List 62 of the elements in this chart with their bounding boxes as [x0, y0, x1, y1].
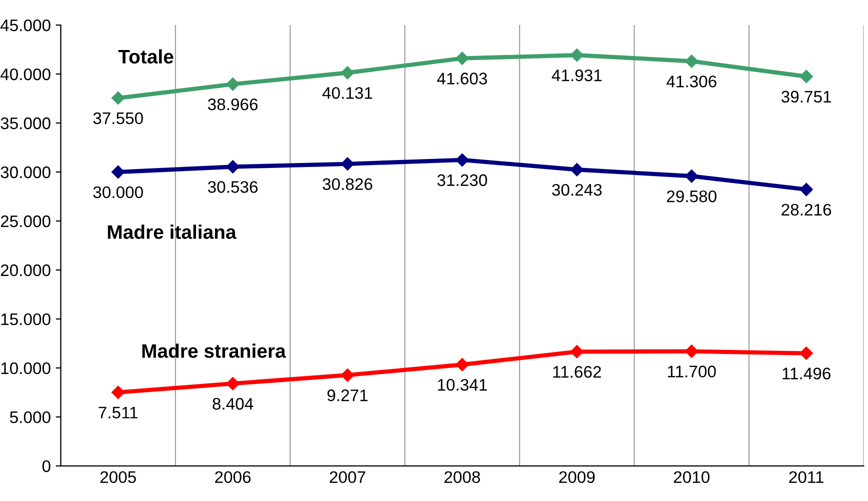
- y-tick-label: 15.000: [1, 313, 50, 326]
- data-label: 30.536: [208, 181, 258, 193]
- point: [456, 358, 469, 372]
- data-label: 29.580: [666, 190, 716, 202]
- point: [112, 91, 125, 105]
- data-label: 40.131: [322, 87, 372, 99]
- data-label: 38.966: [208, 98, 258, 110]
- point: [340, 66, 354, 80]
- data-label: 11.700: [668, 366, 716, 378]
- y-tick-label: 25.000: [0, 215, 50, 228]
- point: [570, 48, 584, 62]
- x-tick-label: 2009: [559, 471, 595, 484]
- data-label: 41.306: [666, 76, 716, 88]
- data-label: 11.496: [782, 368, 830, 380]
- data-label: 11.662: [553, 366, 601, 378]
- data-label: 7.511: [98, 406, 138, 418]
- x-tick-label: 2006: [215, 471, 251, 484]
- data-label: 39.751: [781, 90, 831, 103]
- point: [226, 78, 240, 91]
- y-tick-label: 40.000: [0, 68, 50, 80]
- point: [685, 170, 698, 183]
- point: [800, 346, 813, 360]
- series-label: Madre straniera: [142, 344, 286, 358]
- point: [226, 377, 240, 390]
- point: [685, 344, 698, 358]
- data-label: 28.216: [782, 204, 832, 216]
- point: [570, 345, 584, 358]
- point: [112, 165, 125, 179]
- y-tick-label: 5.000: [10, 411, 50, 424]
- point: [226, 160, 240, 174]
- text: Madre italiana: [108, 224, 236, 239]
- point: [570, 163, 584, 176]
- data-label: 37.550: [93, 112, 143, 124]
- y-tick-label: 0: [42, 460, 50, 472]
- data-label: 30.826: [322, 178, 372, 190]
- y-tick-label: 30.000: [0, 166, 50, 178]
- data-label: 30.000: [93, 186, 143, 198]
- series-label: Totale: [118, 49, 174, 64]
- y-tick-label: 45.000: [0, 19, 50, 32]
- point: [456, 52, 469, 65]
- point: [340, 157, 354, 171]
- data-label: 10.341: [438, 378, 487, 391]
- point: [685, 54, 698, 68]
- x-tick-label: 2007: [330, 471, 366, 484]
- point: [800, 70, 813, 84]
- data-label: 41.603: [437, 72, 487, 84]
- y-tick-label: 35.000: [0, 117, 50, 130]
- point: [800, 182, 813, 196]
- data-label: 31.230: [437, 174, 488, 186]
- y-tick-label: 20.000: [0, 264, 50, 276]
- data-label: 41.931: [552, 69, 602, 82]
- data-label: 9.271: [327, 389, 368, 402]
- point: [456, 153, 469, 167]
- point: [112, 386, 125, 399]
- x-tick-label: 2011: [789, 471, 824, 484]
- data-label: 30.243: [552, 184, 602, 196]
- point: [340, 368, 354, 382]
- y-tick-label: 10.000: [1, 362, 50, 374]
- x-tick-label: 2010: [674, 471, 710, 484]
- data-label: 8.404: [212, 398, 254, 410]
- x-tick-label: 2008: [444, 471, 480, 484]
- x-tick-label: 2005: [100, 471, 136, 484]
